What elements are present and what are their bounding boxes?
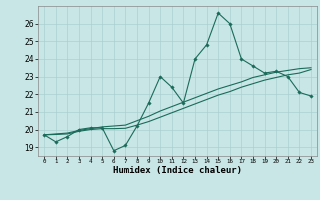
X-axis label: Humidex (Indice chaleur): Humidex (Indice chaleur) xyxy=(113,166,242,175)
